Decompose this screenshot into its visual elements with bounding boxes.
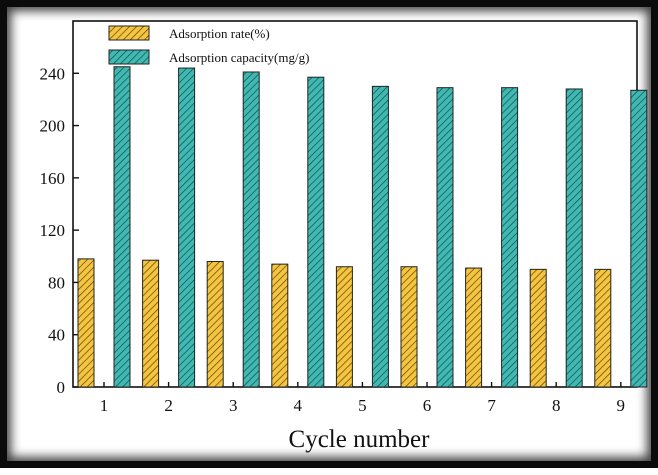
y-tick-label: 240 <box>40 64 66 83</box>
legend-swatch-2 <box>108 49 150 65</box>
x-tick-label: 9 <box>617 396 626 415</box>
bar-series-2-cycle-6 <box>436 87 454 388</box>
bar-series-2-cycle-5 <box>371 85 389 388</box>
x-tick-label: 4 <box>294 396 303 415</box>
x-tick-label: 1 <box>100 396 109 415</box>
plot-area: 0 40 80 120 160 200 240 1 2 3 4 5 6 7 8 9 <box>40 20 648 415</box>
bar-series-1-cycle-1 <box>77 258 95 388</box>
bar-series-2-cycle-7 <box>501 87 519 388</box>
x-tick-label: 5 <box>358 396 367 415</box>
x-tick-label: 7 <box>487 396 496 415</box>
y-tick-label: 200 <box>40 117 66 136</box>
bar-series-2-cycle-2 <box>178 67 196 388</box>
x-tick-label: 6 <box>423 396 432 415</box>
bar-series-2-cycle-8 <box>565 88 583 388</box>
bar-chart: 0 40 80 120 160 200 240 1 2 3 4 5 6 7 8 9 Adsorption ra… <box>40 20 648 453</box>
x-axis-label: Cycle number <box>289 426 431 453</box>
legend-label-1: Adsorption rate(%) <box>169 26 270 41</box>
legend-swatch-1 <box>108 25 150 41</box>
y-tick-label: 120 <box>40 221 66 240</box>
x-tick-label: 8 <box>552 396 561 415</box>
bar-series-1-cycle-2 <box>142 259 160 388</box>
bar-series-2-cycle-9 <box>630 89 648 388</box>
bar-series-1-cycle-4 <box>271 263 289 388</box>
y-tick-label: 160 <box>40 169 66 188</box>
bar-series-2-cycle-1 <box>113 66 131 388</box>
y-tick-label: 40 <box>48 326 65 345</box>
x-tick-label: 3 <box>229 396 238 415</box>
bar-series-2-cycle-3 <box>242 71 260 388</box>
legend-label-2: Adsorption capacity(mg/g) <box>169 50 309 65</box>
x-tick-label: 2 <box>164 396 173 415</box>
bar-series-1-cycle-8 <box>529 268 547 388</box>
y-tick-label: 0 <box>57 378 66 397</box>
y-tick-label: 80 <box>48 273 65 292</box>
bar-series-1-cycle-9 <box>594 268 612 388</box>
bar-series-1-cycle-7 <box>465 267 483 388</box>
legend: Adsorption rate(%) Adsorption capacity(mg… <box>108 25 309 65</box>
bar-series-1-cycle-6 <box>400 266 418 388</box>
bar-series-1-cycle-3 <box>206 261 224 388</box>
bar-series-2-cycle-4 <box>307 76 325 388</box>
bar-series-1-cycle-5 <box>335 266 353 388</box>
